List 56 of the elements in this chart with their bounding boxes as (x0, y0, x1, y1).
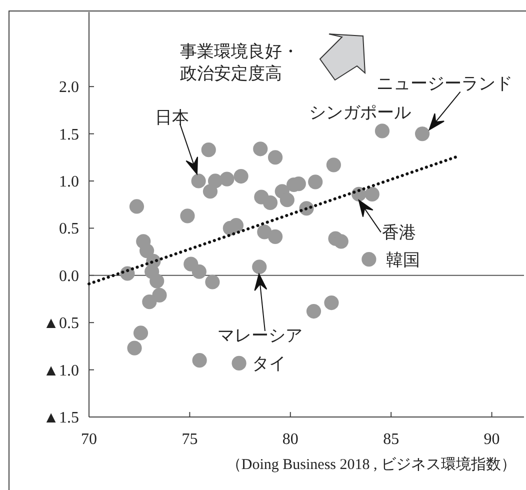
point (191, 174, 206, 188)
annotation: 日本 (155, 108, 189, 127)
xlabel: （Doing Business 2018 , ビジネス環境指数） (226, 457, 516, 473)
annotation: 事業環境良好・ (180, 42, 299, 61)
point (324, 295, 339, 310)
point (205, 274, 220, 290)
point (150, 274, 164, 288)
point (142, 294, 157, 310)
point (220, 172, 234, 186)
point (192, 264, 206, 279)
x-tick-label: 85 (383, 431, 400, 448)
point (234, 168, 248, 184)
y-tick-label: ▲1.5 (43, 410, 79, 426)
point (228, 218, 244, 233)
annotation: タイ (252, 354, 286, 374)
annotation: 香港 (382, 223, 416, 242)
point (334, 234, 348, 249)
point (140, 244, 154, 258)
point (253, 142, 268, 156)
annotation: 政治安定度高 (180, 64, 282, 83)
point (252, 260, 267, 274)
y-tick-label: 1.5 (59, 126, 79, 144)
point (280, 192, 294, 208)
point (268, 150, 283, 165)
point (232, 356, 246, 370)
point (364, 186, 380, 202)
x-tick-label: 90 (484, 431, 500, 448)
point (308, 174, 323, 190)
point (127, 340, 142, 356)
point (262, 195, 278, 210)
point (362, 252, 376, 267)
point (415, 126, 430, 142)
point (201, 142, 216, 158)
y-tick-label: 0.5 (59, 220, 79, 238)
annotation: マレーシア (218, 326, 302, 345)
x-tick-label: 70 (81, 431, 97, 448)
x-tick-label: 80 (282, 431, 298, 448)
point (268, 229, 283, 244)
point (202, 184, 218, 199)
y-tick-label: ▲1.0 (43, 362, 79, 380)
point (129, 199, 144, 214)
point (326, 158, 341, 172)
point (306, 304, 322, 319)
y-tick-label: 2.0 (59, 79, 79, 96)
point (374, 124, 390, 138)
annotation: シンガポール (309, 102, 412, 122)
y-tick-label: 1.0 (59, 173, 79, 190)
y-tick-label: 0.0 (59, 268, 79, 285)
point (180, 208, 195, 224)
y-tick-label: ▲0.5 (43, 315, 79, 332)
annotation: ニュージーランド (376, 74, 512, 93)
point (133, 326, 148, 340)
point (152, 288, 167, 303)
annotation: 韓国 (386, 250, 420, 270)
point (192, 353, 207, 368)
x-tick-label: 75 (182, 431, 198, 448)
